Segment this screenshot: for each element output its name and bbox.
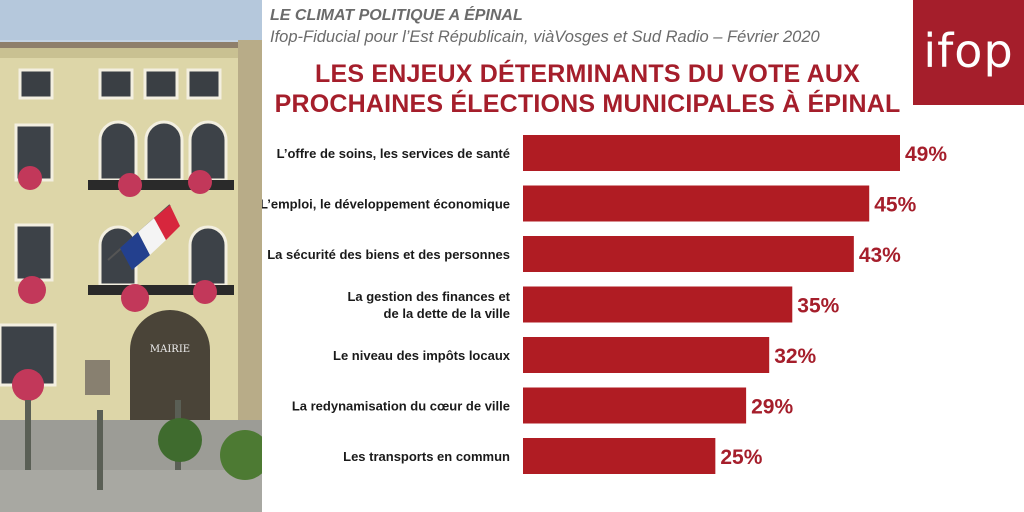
value-label-0: 49% [905,143,947,166]
category-label-3-1: de la dette de la ville [384,306,510,321]
bar-chart: L’offre de soins, les services de santé 4… [262,135,947,474]
category-label-2: La sécurité des biens et des personnes [267,247,510,262]
chart-title-line-2: PROCHAINES ÉLECTIONS MUNICIPALES À ÉPINA… [274,90,901,118]
bar-6 [523,438,716,474]
value-label-5: 29% [751,396,793,419]
survey-source: Ifop-Fiducial pour l’Est Républicain, vi… [270,28,820,46]
value-label-2: 43% [859,244,901,267]
ifop-logo: ifop [913,0,1024,105]
chart-title-line-1: LES ENJEUX DÉTERMINANTS DU VOTE AUX [314,60,861,88]
value-label-3: 35% [797,295,839,318]
bar-3 [523,286,793,323]
value-label-6: 25% [720,446,762,469]
ifop-logo-text: ifop [923,23,1014,78]
bar-4 [523,337,770,373]
town-hall-photo: MAIRIE [0,0,262,512]
category-label-3-0: La gestion des finances et [347,289,510,304]
mairie-sign: MAIRIE [150,344,190,355]
bar-2 [523,236,854,272]
kicker-title: LE CLIMAT POLITIQUE A ÉPINAL [270,7,523,24]
bar-5 [523,387,747,424]
category-label-5: La redynamisation du cœur de ville [292,399,510,414]
category-label-4: Le niveau des impôts locaux [333,348,511,363]
category-label-6: Les transports en commun [343,449,510,464]
bar-0 [523,135,900,171]
category-label-1: L’emploi, le développement économique [262,197,510,212]
value-label-1: 45% [874,194,916,217]
bar-1 [523,185,870,222]
value-label-4: 32% [774,345,816,368]
category-label-0: L’offre de soins, les services de santé [277,146,510,161]
chart-title: LES ENJEUX DÉTERMINANTS DU VOTE AUX PROC… [262,59,913,119]
